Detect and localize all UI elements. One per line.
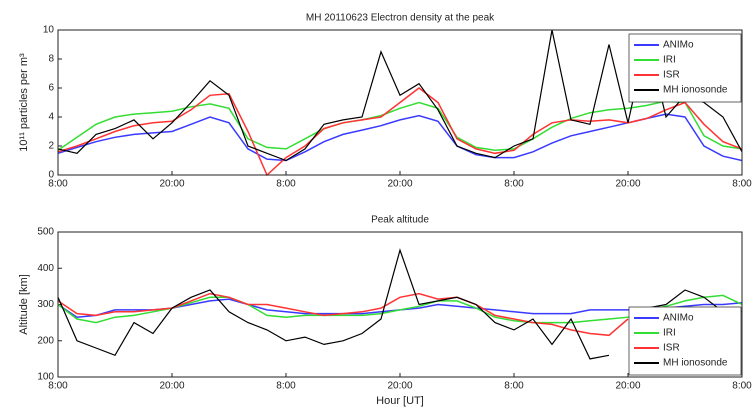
- x-tick-label: 8:00: [504, 179, 524, 190]
- x-tick-label: 20:00: [159, 179, 184, 190]
- y-tick-label: 100: [37, 372, 54, 383]
- y-tick-label: 0: [48, 170, 54, 181]
- legend-label: ANIMo: [663, 40, 694, 51]
- y-axis-label: 10¹¹ particles per m³: [18, 53, 30, 152]
- axes: 100 200 300 400 500 8:00 20:00 8:00 20:00 8:00 20:…: [18, 215, 752, 407]
- chart-title: Peak altitude: [371, 215, 429, 226]
- y-tick-label: 400: [37, 263, 54, 274]
- y-axis-label: Altitude [km]: [18, 274, 30, 335]
- x-tick-label: 8:00: [504, 381, 524, 392]
- series-line: [58, 100, 742, 152]
- x-tick-label: 20:00: [387, 179, 412, 190]
- series-line: [58, 29, 742, 162]
- x-tick-label: 8:00: [48, 381, 68, 392]
- legend-label: ISR: [663, 70, 680, 81]
- x-tick-label: 8:00: [276, 179, 296, 190]
- y-tick-label: 300: [37, 299, 54, 310]
- x-tick-label: 8:00: [276, 381, 296, 392]
- y-tick-label: 10: [43, 25, 55, 36]
- legend-label: MH ionosonde: [663, 85, 728, 96]
- legend: ANIMo IRI ISR MH ionosonde: [628, 306, 742, 376]
- plot-area: [58, 232, 742, 377]
- y-tick-label: 500: [37, 227, 54, 238]
- axes-frame: [57, 29, 743, 176]
- axes-frame: [57, 231, 743, 378]
- x-tick-label: 8:00: [732, 381, 752, 392]
- legend-label: IRI: [663, 55, 676, 66]
- series-line: [58, 292, 629, 337]
- y-tick-label: 200: [37, 335, 54, 346]
- x-tick-label: 8:00: [732, 179, 752, 190]
- y-tick-label: 4: [48, 112, 54, 123]
- axes: 0 2 4 6 8 10 8:00 20:00 8:00 20:00 8:00 20:00 8:00 MH…: [18, 13, 752, 190]
- x-tick-label: 20:00: [387, 381, 412, 392]
- legend-label: ANIMo: [663, 313, 694, 324]
- x-tick-label: 20:00: [615, 381, 640, 392]
- y-tick-label: 2: [48, 141, 54, 152]
- chart-title: MH 20110623 Electron density at the peak: [306, 13, 495, 24]
- legend-label: ISR: [663, 343, 680, 354]
- legend-label: MH ionosonde: [663, 358, 728, 369]
- legend: ANIMo IRI ISR MH ionosonde: [628, 33, 742, 103]
- series-group: [58, 248, 742, 360]
- x-tick-label: 20:00: [159, 381, 184, 392]
- series-group: [58, 29, 742, 176]
- x-tick-label: 8:00: [48, 179, 68, 190]
- y-tick-label: 8: [48, 54, 54, 65]
- x-axis-label: Hour [UT]: [376, 395, 424, 407]
- y-tick-label: 6: [48, 83, 54, 94]
- x-tick-label: 20:00: [615, 179, 640, 190]
- legend-label: IRI: [663, 328, 676, 339]
